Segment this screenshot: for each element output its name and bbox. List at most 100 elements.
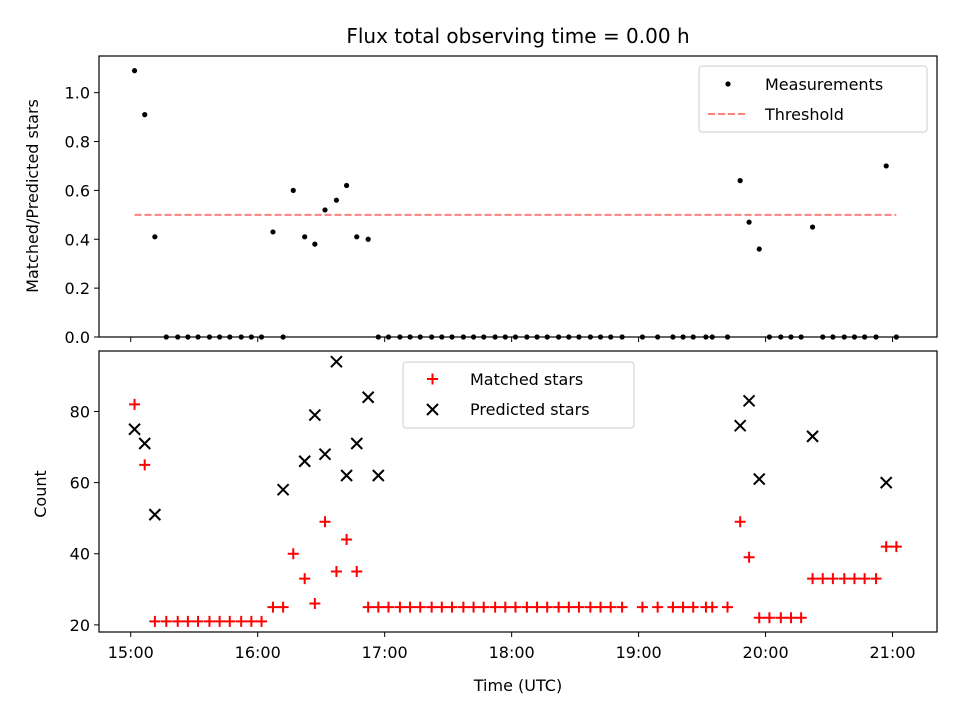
matched-star-point xyxy=(531,601,543,613)
matched-star-point xyxy=(478,601,490,613)
predicted-star-point xyxy=(330,355,343,368)
matched-star-point xyxy=(509,601,521,613)
bottom-y-tick-label: 80 xyxy=(70,402,90,421)
matched-star-point xyxy=(734,516,746,528)
bottom-y-tick-label: 40 xyxy=(70,545,90,564)
matched-star-point xyxy=(521,601,533,613)
bottom-y-tick-label: 20 xyxy=(70,616,90,635)
matched-star-point xyxy=(616,601,628,613)
bottom-x-tick-label: 21:00 xyxy=(870,643,916,662)
matched-star-point xyxy=(245,615,257,627)
top-legend: Measurements Threshold xyxy=(698,65,928,133)
matched-star-point xyxy=(330,566,342,578)
matched-star-point xyxy=(468,601,480,613)
matched-star-point xyxy=(203,615,215,627)
measurement-point xyxy=(365,236,371,242)
bottom-x-axis-label: Time (UTC) xyxy=(473,676,562,695)
measurement-point xyxy=(883,163,889,169)
chart-title: Flux total observing time = 0.00 h xyxy=(346,24,689,48)
measurement-point xyxy=(270,229,276,235)
matched-star-point xyxy=(584,601,596,613)
matched-star-point xyxy=(499,601,511,613)
matched-star-point xyxy=(436,601,448,613)
matched-star-point xyxy=(827,573,839,585)
matched-star-point xyxy=(795,612,807,624)
matched-star-point xyxy=(129,398,141,410)
matched-star-point xyxy=(870,573,882,585)
top-y-axis-label: Matched/Predicted stars xyxy=(23,99,42,293)
predicted-star-point xyxy=(318,447,332,461)
matched-star-point xyxy=(848,573,860,585)
measurement-point xyxy=(809,224,816,230)
top-axes-frame xyxy=(98,55,938,338)
matched-star-point xyxy=(677,601,689,613)
predicted-star-point xyxy=(372,469,385,482)
measurement-point xyxy=(333,197,340,203)
matched-star-point xyxy=(341,534,353,546)
bottom-plot-marks xyxy=(128,355,902,627)
measurement-point xyxy=(354,234,360,240)
matched-star-point xyxy=(277,601,289,613)
bottom-x-tick-label: 19:00 xyxy=(616,643,662,662)
top-y-tick-label: 1.0 xyxy=(65,84,90,103)
matched-star-point xyxy=(382,601,394,613)
predicted-star-point xyxy=(298,455,311,468)
matched-star-point xyxy=(563,601,575,613)
matched-star-point xyxy=(182,615,194,627)
matched-star-point xyxy=(404,601,416,613)
predicted-star-point xyxy=(742,394,756,408)
top-y-axis: 0.0 0.2 0.4 0.6 0.8 1.0 xyxy=(65,84,99,347)
matched-star-point xyxy=(595,601,607,613)
matched-star-point xyxy=(372,601,384,613)
bottom-x-tick-label: 15:00 xyxy=(108,643,154,662)
predicted-star-point xyxy=(308,408,322,422)
matched-star-point xyxy=(319,516,331,528)
matched-star-point xyxy=(267,601,279,613)
matched-star-point xyxy=(192,615,204,627)
legend-matched-label: Matched stars xyxy=(470,370,583,389)
bottom-x-tick-label: 18:00 xyxy=(489,643,535,662)
matched-star-point xyxy=(743,551,755,563)
matched-star-point xyxy=(838,573,850,585)
top-legend-box xyxy=(698,65,928,133)
matched-star-point xyxy=(224,615,236,627)
measurement-point xyxy=(312,241,318,247)
matched-star-point xyxy=(446,601,458,613)
measurement-point xyxy=(756,246,762,252)
measurement-point xyxy=(290,187,296,193)
matched-star-point xyxy=(172,615,184,627)
matched-star-point xyxy=(299,573,311,585)
matched-star-point xyxy=(287,548,299,560)
legend-predicted-label: Predicted stars xyxy=(470,400,590,419)
predicted-star-point xyxy=(880,476,893,489)
bottom-x-tick-label: 20:00 xyxy=(743,643,789,662)
predicted-star-point xyxy=(138,437,151,450)
matched-star-point xyxy=(722,601,733,613)
matched-star-point xyxy=(890,541,902,553)
matched-star-point xyxy=(763,612,775,624)
matched-star-point xyxy=(706,601,718,613)
measurement-point xyxy=(343,182,350,189)
predicted-star-point xyxy=(276,483,290,496)
bottom-x-axis: 15:00 16:00 17:00 18:00 19:00 20:00 21:00 xyxy=(108,632,916,662)
matched-star-point xyxy=(362,601,374,613)
top-x-ticks xyxy=(130,337,894,342)
matched-star-point xyxy=(214,615,226,627)
matched-star-point xyxy=(785,612,797,624)
matched-star-point xyxy=(573,601,585,613)
matched-star-point xyxy=(309,598,321,610)
top-y-tick-label: 0.8 xyxy=(65,133,90,152)
bottom-y-axis: 20 40 60 80 xyxy=(70,402,99,635)
matched-star-point xyxy=(457,601,469,613)
predicted-star-point xyxy=(753,472,766,486)
bottom-x-tick-label: 17:00 xyxy=(362,643,408,662)
matched-star-point xyxy=(351,566,363,578)
top-y-tick-label: 0.2 xyxy=(65,279,90,298)
matched-star-point xyxy=(160,615,172,627)
measurement-point xyxy=(746,219,752,225)
measurement-point xyxy=(302,234,308,240)
matched-star-point xyxy=(414,601,426,613)
matched-star-point xyxy=(652,601,664,613)
matched-star-point xyxy=(880,541,892,553)
matched-star-point xyxy=(687,601,699,613)
